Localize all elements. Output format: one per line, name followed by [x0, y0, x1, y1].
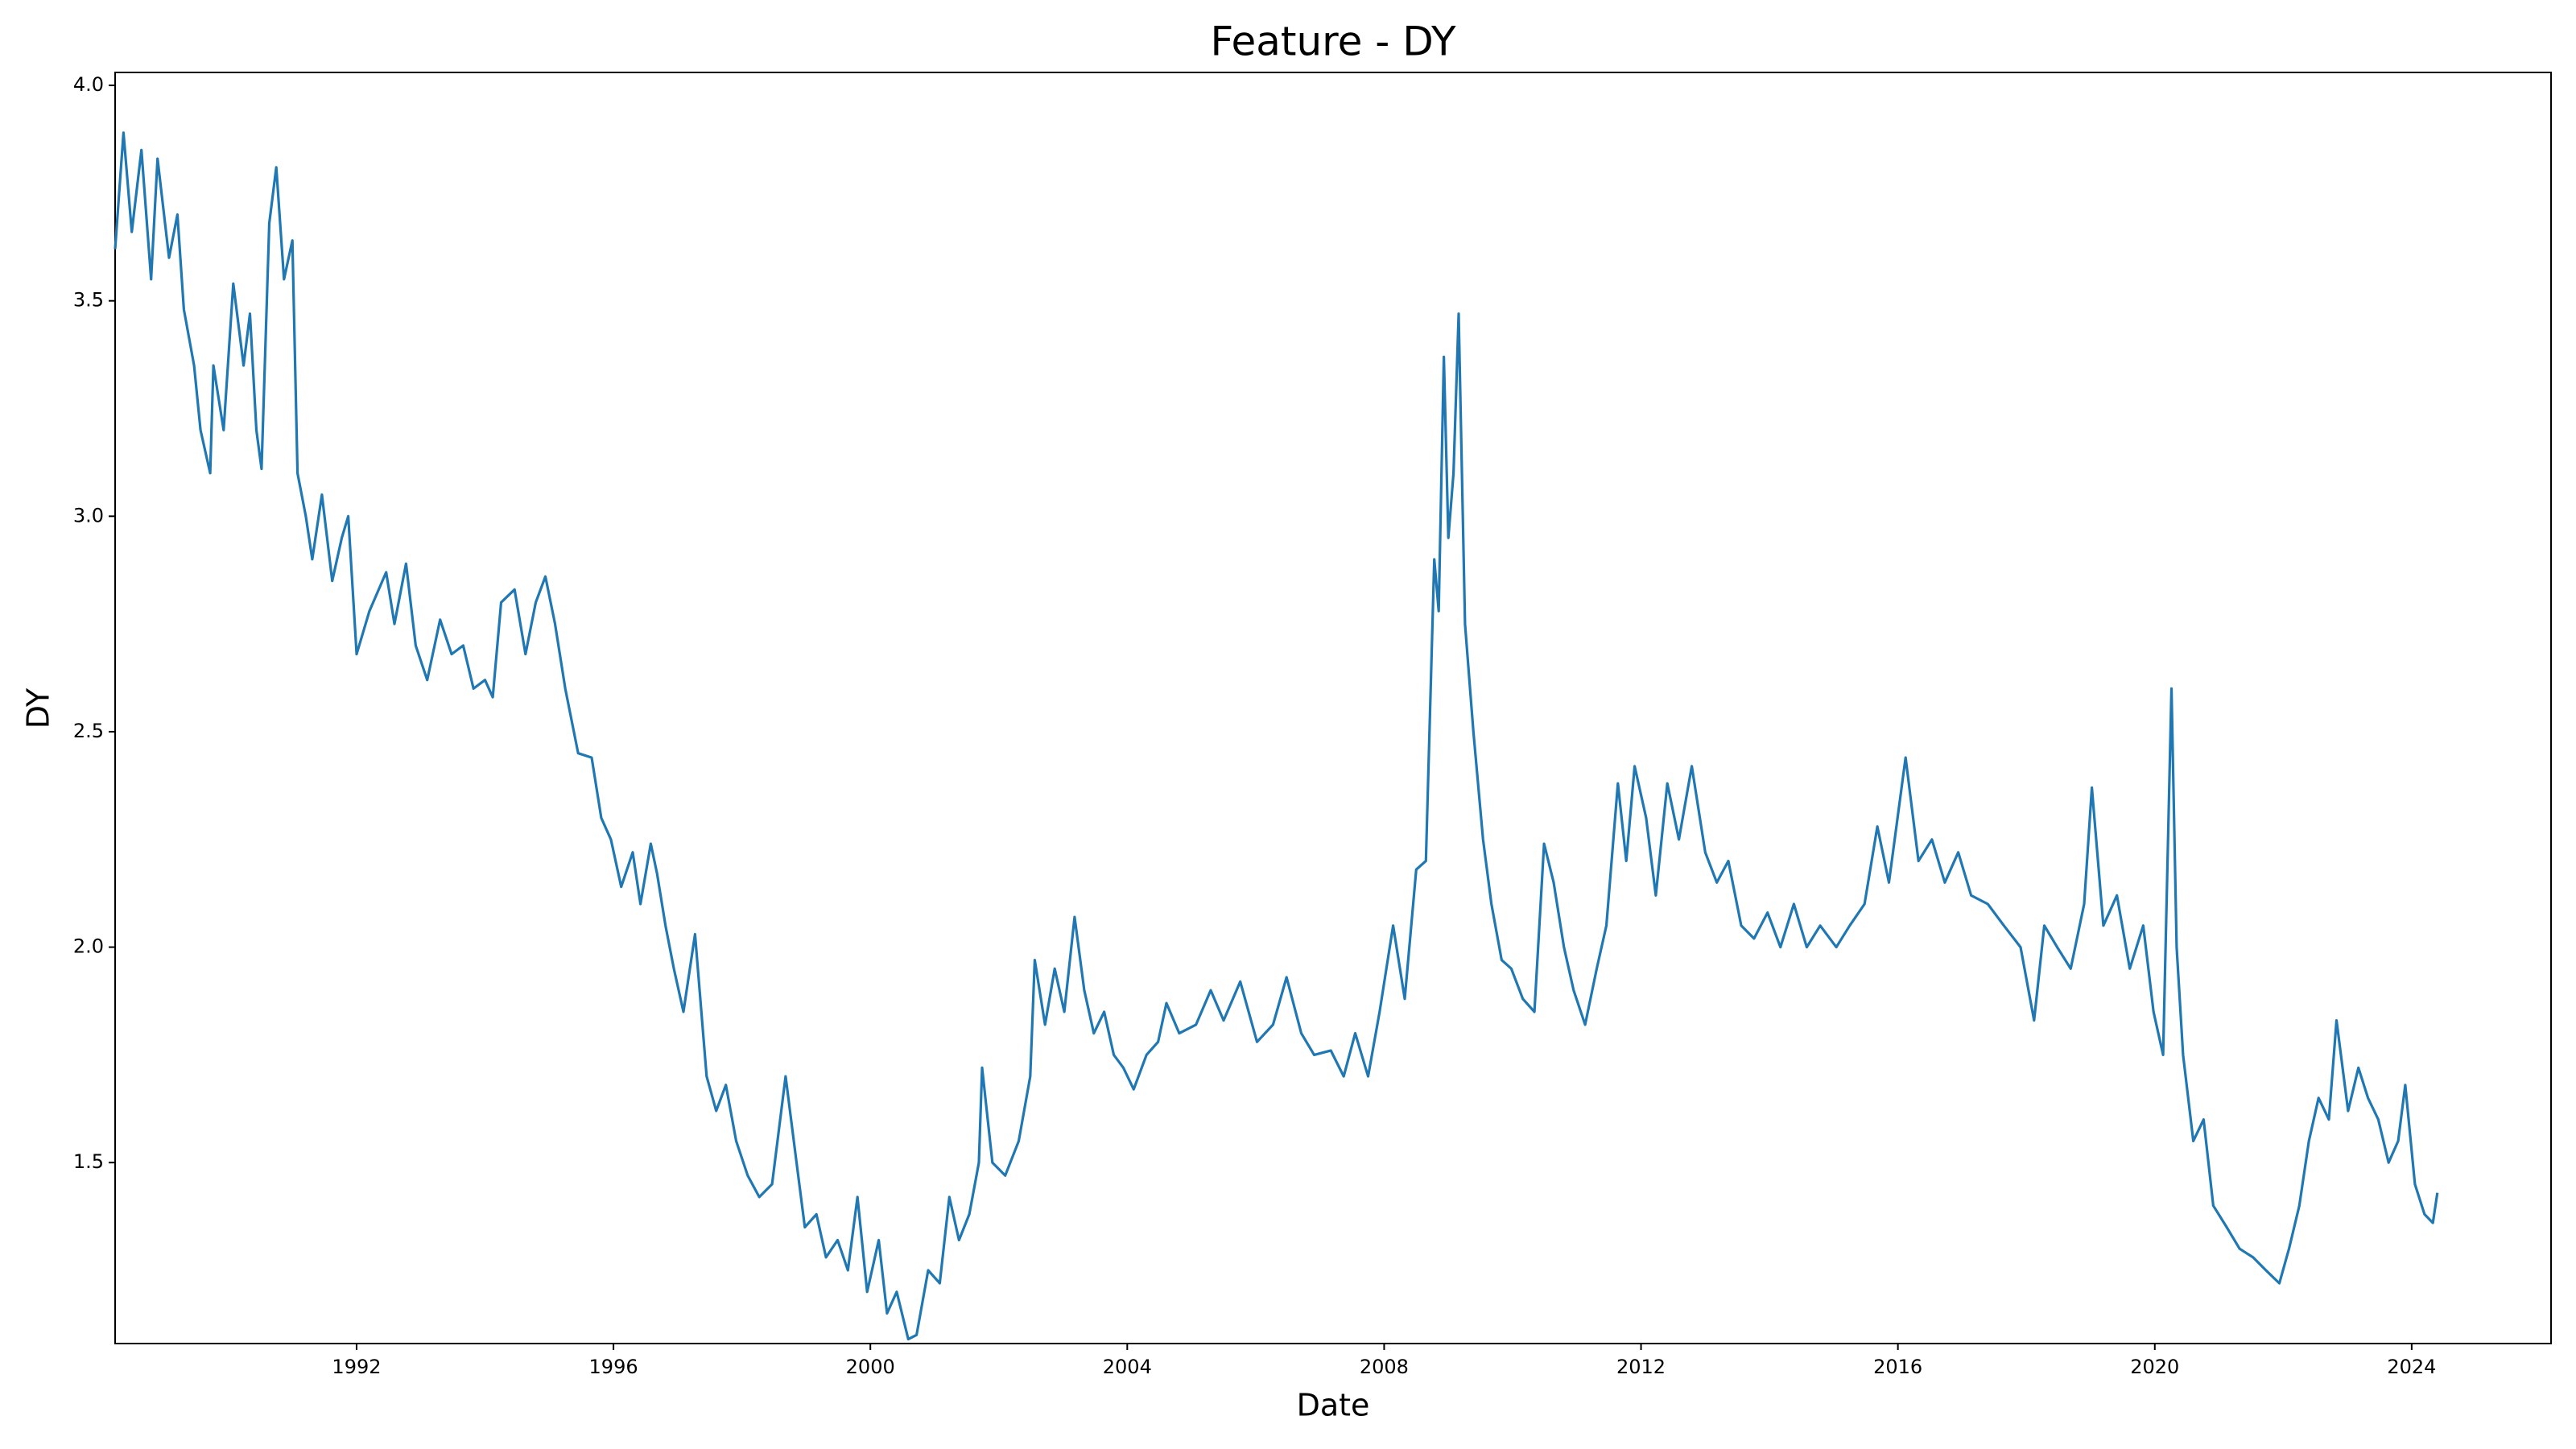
y-tick-label: 1.5	[73, 1150, 104, 1173]
x-tick-label: 2004	[1103, 1356, 1152, 1378]
x-tick-label: 2020	[2130, 1356, 2179, 1378]
x-tick-label: 2008	[1360, 1356, 1409, 1378]
y-axis-label: DY	[21, 687, 56, 729]
plot-frame	[114, 72, 2552, 1344]
y-tick-label: 2.5	[73, 720, 104, 742]
x-tick-label: 2012	[1616, 1356, 1666, 1378]
chart-title: Feature - DY	[1210, 19, 1456, 65]
data-line	[114, 131, 2439, 1341]
y-tick-label: 3.5	[73, 289, 104, 312]
y-tick-label: 2.0	[73, 935, 104, 958]
y-tick-label: 4.0	[73, 73, 104, 96]
x-axis-label: Date	[1297, 1388, 1370, 1423]
x-tick-label: 2016	[1873, 1356, 1922, 1378]
x-tick-label: 2000	[846, 1356, 895, 1378]
x-tick-label: 1996	[589, 1356, 638, 1378]
y-tick-label: 3.0	[73, 504, 104, 526]
x-tick-label: 1992	[332, 1356, 381, 1378]
x-tick-label: 2024	[2387, 1356, 2436, 1378]
